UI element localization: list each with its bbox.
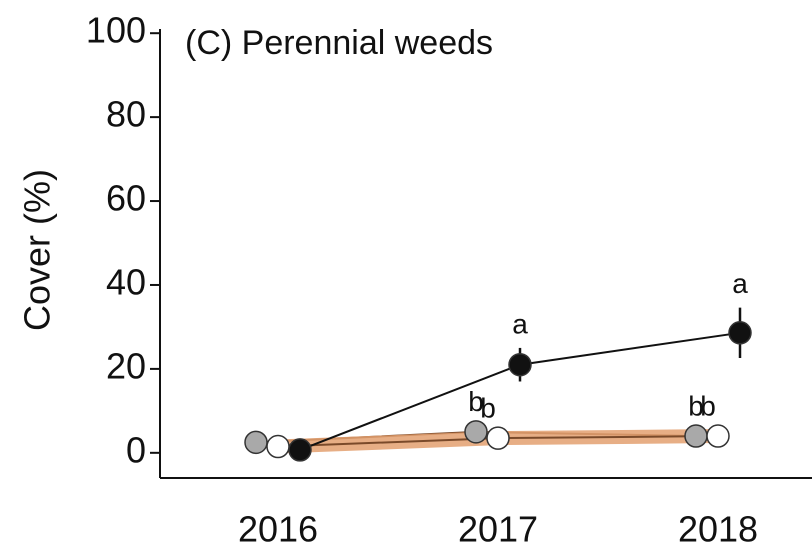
significance-label: b	[688, 390, 704, 421]
data-point	[464, 420, 488, 444]
x-tick-label: 2018	[678, 509, 758, 550]
significance-label: a	[732, 268, 748, 299]
y-tick-label: 0	[126, 429, 146, 470]
x-tick-label: 2017	[458, 509, 538, 550]
y-tick-label: 60	[106, 178, 146, 219]
data-point	[508, 352, 532, 377]
y-tick-label: 100	[86, 10, 146, 51]
data-point	[266, 434, 290, 459]
y-tick-label: 40	[106, 261, 146, 302]
y-tick-label: 80	[106, 94, 146, 135]
significance-label: b	[468, 386, 484, 417]
significance-label: b	[700, 390, 716, 421]
chart-title: (C) Perennial weeds	[185, 24, 493, 62]
x-tick-label: 2016	[238, 509, 318, 550]
y-tick-label: 20	[106, 345, 146, 386]
data-point	[706, 424, 730, 448]
data-point	[288, 438, 312, 462]
data-point	[684, 424, 708, 448]
data-point	[728, 321, 752, 345]
data-point	[244, 430, 268, 455]
y-axis-label: Cover (%)	[17, 169, 58, 331]
significance-label: a	[512, 308, 528, 339]
significance-label: b	[480, 393, 496, 424]
data-point	[486, 426, 510, 450]
